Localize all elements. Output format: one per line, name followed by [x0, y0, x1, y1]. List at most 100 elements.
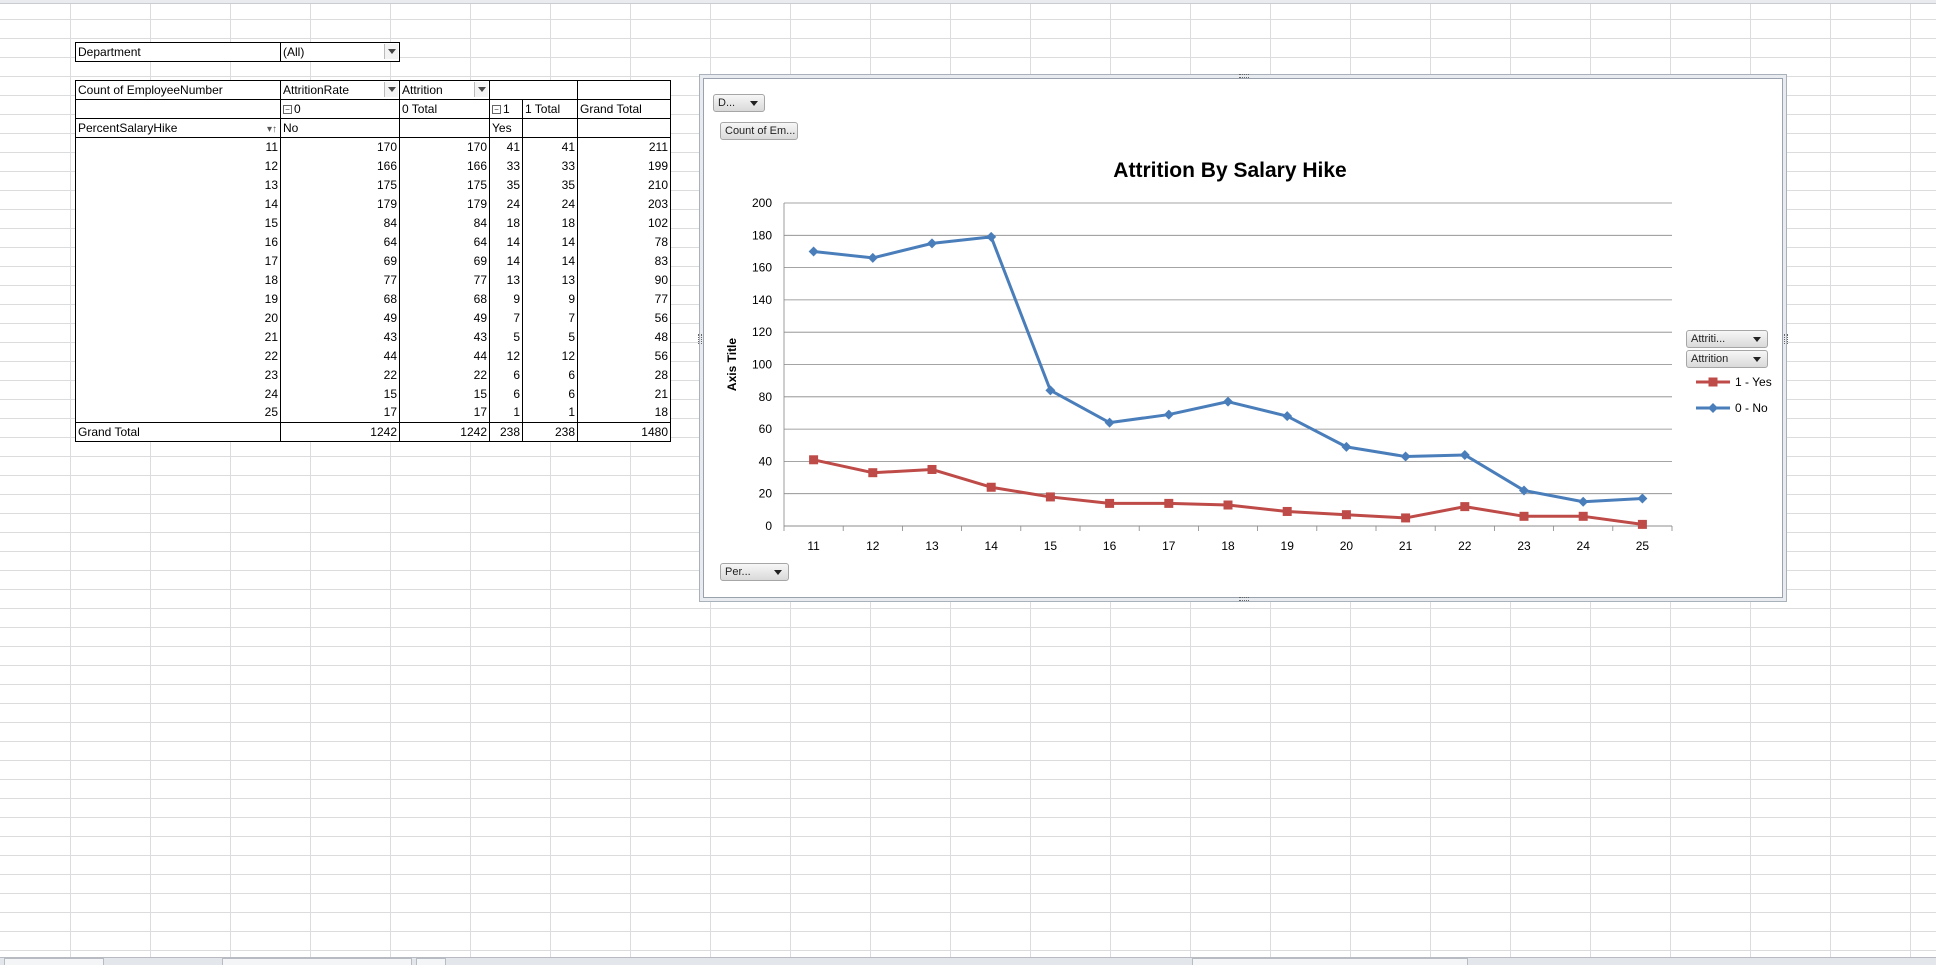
row-field-percentsalaryhike[interactable]: PercentSalaryHike ▾↑ — [75, 118, 281, 138]
cell-yes: 1 — [489, 403, 523, 423]
x-tick-label: 13 — [925, 539, 939, 553]
data-point-no — [1459, 449, 1470, 460]
col-field-attritionrate[interactable]: AttritionRate — [280, 80, 400, 100]
x-tick-label: 16 — [1103, 539, 1117, 553]
cell-no: 68 — [280, 289, 400, 309]
empty-header-cell — [522, 80, 578, 100]
cell-no: 15 — [280, 384, 400, 404]
resize-handle-top[interactable] — [1239, 74, 1249, 78]
resize-handle-bottom[interactable] — [1239, 597, 1249, 601]
report-filter-button[interactable]: D... — [713, 94, 765, 112]
x-tick-label: 25 — [1636, 539, 1650, 553]
filter-label: Department — [75, 42, 281, 62]
cell-no-total: 15 — [399, 384, 490, 404]
data-point-yes — [868, 468, 878, 478]
row-label: 14 — [75, 194, 281, 214]
empty-header-cell — [522, 118, 578, 138]
row-label: 13 — [75, 175, 281, 195]
y-tick-label: 120 — [752, 325, 772, 339]
cell-grand-total: 21 — [577, 384, 671, 404]
dropdown-arrow-icon[interactable] — [384, 82, 398, 97]
col-group-label: 0 — [294, 101, 301, 116]
values-field-header: Count of EmployeeNumber — [75, 80, 281, 100]
x-tick-label: 23 — [1517, 539, 1531, 553]
pivot-table: Count of EmployeeNumber AttritionRate At… — [75, 80, 671, 442]
pivot-row: 19 68 68 9 9 77 — [75, 289, 671, 309]
sheet-tab[interactable] — [416, 958, 446, 965]
data-point-yes — [1105, 498, 1115, 508]
col-group-label: 1 — [503, 101, 510, 116]
legend-field-button-1[interactable]: Attriti... — [1686, 330, 1768, 348]
cell-no-total: 17 — [399, 403, 490, 423]
pivot-chart[interactable]: Attrition By Salary Hike Axis Title 0 20 40 6… — [698, 74, 1788, 601]
button-label: Per... — [725, 566, 751, 578]
dropdown-arrow-icon — [750, 101, 758, 106]
cell-grand-total: 48 — [577, 327, 671, 347]
data-point-no — [1400, 451, 1411, 462]
cell-no-total: 43 — [399, 327, 490, 347]
axis-field-button[interactable]: Per... — [720, 563, 789, 581]
x-tick-label: 20 — [1340, 539, 1354, 553]
data-point-yes — [1282, 506, 1292, 516]
legend-marker-no — [1708, 403, 1718, 413]
data-point-yes — [809, 455, 819, 465]
series-line-yes — [813, 458, 1643, 526]
data-point-no — [867, 252, 878, 263]
cell-no: 84 — [280, 213, 400, 233]
collapse-icon[interactable]: − — [492, 104, 501, 114]
department-filter-dropdown[interactable]: (All) — [280, 42, 400, 62]
cell-yes-total: 238 — [522, 422, 578, 442]
cell-grand-total: 78 — [577, 232, 671, 252]
cell-no: 166 — [280, 156, 400, 176]
cell-grand-total: 56 — [577, 346, 671, 366]
sheet-tab[interactable] — [4, 958, 104, 965]
grand-total-label: Grand Total — [75, 422, 281, 442]
cell-no: 69 — [280, 251, 400, 271]
row-label: 20 — [75, 308, 281, 328]
col-group-1-total: 1 Total — [522, 99, 578, 119]
legend-field-button-2[interactable]: Attrition — [1686, 350, 1768, 368]
cell-yes-total: 14 — [522, 251, 578, 271]
pivot-row: 13 175 175 35 35 210 — [75, 175, 671, 195]
cell-yes-total: 35 — [522, 175, 578, 195]
cell-yes: 238 — [489, 422, 523, 442]
y-axis-title: Axis Title — [725, 338, 739, 391]
x-tick-label: 12 — [866, 539, 880, 553]
col-field-attrition[interactable]: Attrition — [399, 80, 490, 100]
data-point-yes — [1637, 519, 1647, 529]
cell-grand-total: 18 — [577, 403, 671, 423]
chart-title: Attrition By Salary Hike — [1113, 159, 1346, 182]
horizontal-scrollbar[interactable] — [1192, 958, 1468, 965]
col-group-0[interactable]: −0 — [280, 99, 400, 119]
x-tick-label: 19 — [1281, 539, 1295, 553]
y-tick-label: 20 — [759, 487, 773, 501]
x-tick-label: 15 — [1044, 539, 1058, 553]
row-label: 15 — [75, 213, 281, 233]
x-tick-label: 24 — [1577, 539, 1591, 553]
sort-filter-icon[interactable]: ▾↑ — [266, 124, 277, 135]
y-tick-label: 40 — [759, 454, 773, 468]
resize-handle-left[interactable] — [698, 334, 702, 344]
col-group-1[interactable]: −1 — [489, 99, 523, 119]
cell-yes-total: 41 — [522, 137, 578, 157]
cell-grand-total: 102 — [577, 213, 671, 233]
cell-no: 77 — [280, 270, 400, 290]
cell-no: 44 — [280, 346, 400, 366]
data-point-no — [808, 246, 819, 257]
data-point-no — [1104, 417, 1115, 428]
dropdown-arrow-icon[interactable] — [384, 44, 398, 59]
resize-handle-right[interactable] — [1784, 334, 1788, 344]
cell-grand-total: 83 — [577, 251, 671, 271]
data-point-yes — [986, 482, 996, 492]
y-tick-label: 80 — [759, 390, 773, 404]
data-point-no — [1341, 441, 1352, 452]
data-point-yes — [1341, 510, 1351, 520]
values-field-button[interactable]: Count of Em... — [720, 122, 798, 140]
sheet-tab[interactable] — [222, 958, 412, 965]
cell-yes-total: 14 — [522, 232, 578, 252]
cell-grand-total: 211 — [577, 137, 671, 157]
collapse-icon[interactable]: − — [283, 104, 292, 114]
dropdown-arrow-icon[interactable] — [474, 82, 488, 97]
row-label: 12 — [75, 156, 281, 176]
cell-yes: 18 — [489, 213, 523, 233]
